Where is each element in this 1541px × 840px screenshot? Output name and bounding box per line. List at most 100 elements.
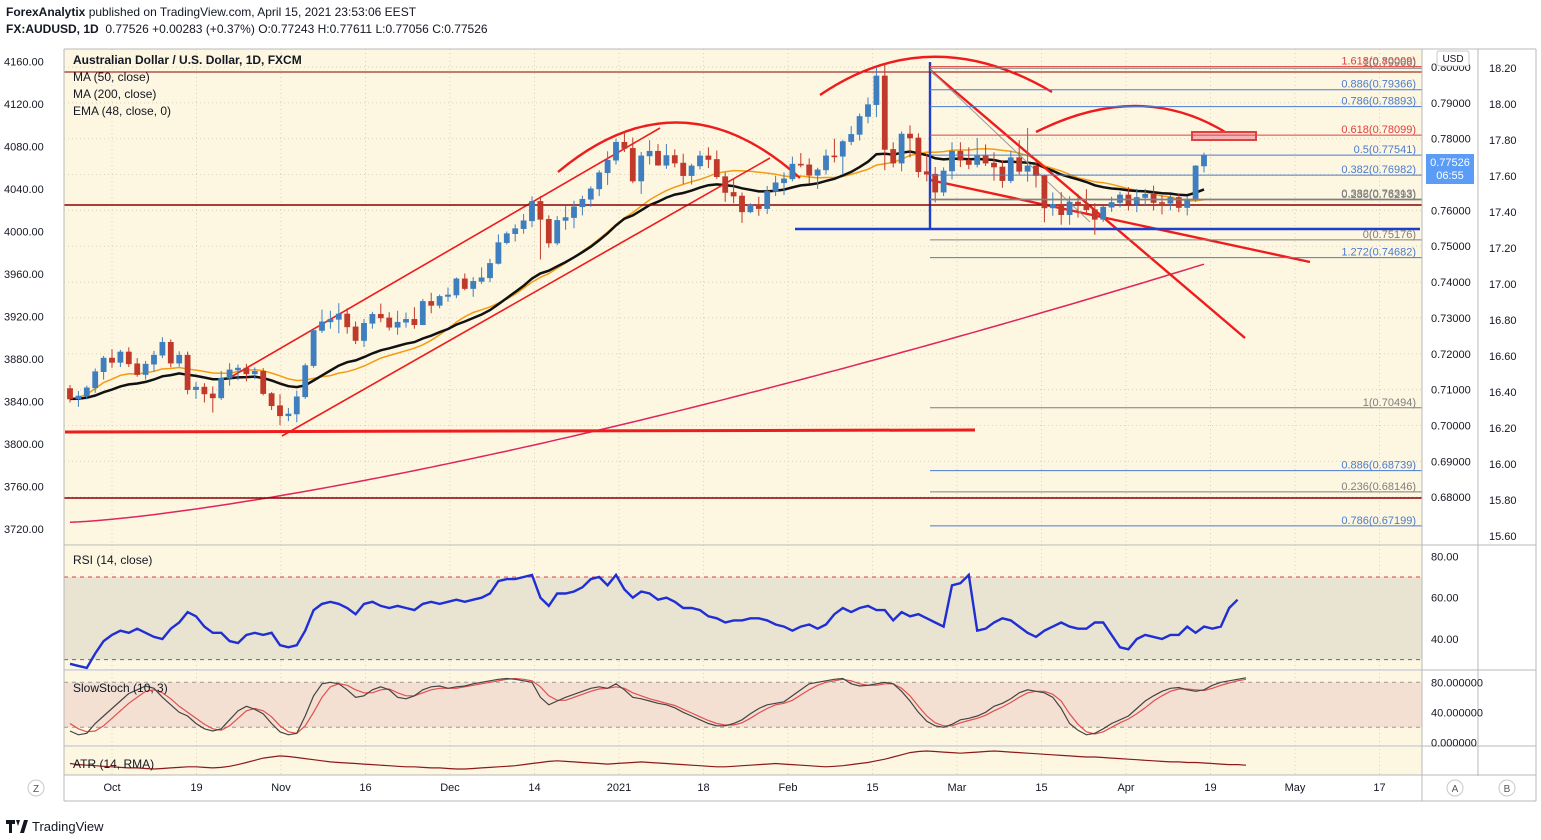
fib-label: 0.886(0.79366) <box>1341 79 1416 91</box>
fib-label: 0(0.75176) <box>1363 229 1416 241</box>
candle-body <box>604 159 611 174</box>
candle-body <box>67 388 73 400</box>
candle-body <box>755 204 762 209</box>
left-tick-label: 3800.00 <box>4 439 44 451</box>
candle-body <box>209 393 216 399</box>
candle-body <box>629 148 636 182</box>
left-tick-label: 3920.00 <box>4 312 44 324</box>
candle-body <box>663 155 670 166</box>
last-price-badge <box>1426 154 1474 184</box>
candle-body <box>1007 157 1014 181</box>
candle-body <box>873 75 880 105</box>
candle-body <box>613 141 619 161</box>
candle-body <box>957 150 964 161</box>
high-value: 0.77611 <box>329 22 373 36</box>
candle-body <box>428 301 435 306</box>
ma200-series <box>69 263 1205 523</box>
rsi-tick-label: 60.00 <box>1431 593 1459 605</box>
candle-body <box>579 198 586 208</box>
outer-tick-label: 17.60 <box>1489 171 1517 183</box>
candle-body <box>1150 193 1157 203</box>
trend-line <box>929 69 1246 339</box>
candle-body <box>848 134 855 142</box>
candle-body <box>335 313 342 320</box>
candle-body <box>747 204 754 213</box>
atr-line <box>69 750 1247 770</box>
candle-body <box>1024 165 1031 172</box>
candle-body <box>999 166 1006 181</box>
open-label: O: <box>258 22 271 36</box>
candle-body <box>268 393 275 407</box>
candle-body <box>1159 202 1165 204</box>
fib-label: 0.886(0.68739) <box>1341 460 1416 472</box>
price-tick-label: 0.72000 <box>1431 349 1471 361</box>
tradingview-brand: TradingView <box>32 819 104 834</box>
left-tick-label: 4120.00 <box>4 99 44 111</box>
x-tick-label: 19 <box>190 782 202 794</box>
ma200-line <box>69 263 1205 523</box>
left-tick-label: 4080.00 <box>4 142 44 154</box>
candle-body <box>890 149 897 164</box>
candle-body <box>495 242 502 264</box>
outer-tick-label: 16.00 <box>1489 459 1517 471</box>
candle-body <box>453 278 460 296</box>
outer-tick-label: 18.20 <box>1489 63 1517 75</box>
close-label: C: <box>432 22 445 36</box>
candle-body <box>1033 165 1039 176</box>
candle-body <box>327 319 334 323</box>
stoch-tick-label: 40.000000 <box>1431 707 1483 719</box>
auto-scale-button[interactable] <box>1446 779 1464 797</box>
candle-body <box>814 169 821 176</box>
candle-body <box>1049 203 1056 209</box>
candle-body <box>1041 175 1048 209</box>
candle-body <box>697 155 703 167</box>
candle-body <box>1083 204 1090 210</box>
tradingview-logo[interactable]: TradingView <box>6 819 104 834</box>
candle-body <box>436 296 443 306</box>
candle-body <box>587 188 594 200</box>
fib-levels: 1.618(0.80009)1(0.79966) 0.886(0.79366) 0.… <box>930 56 1422 527</box>
candle-body <box>772 182 779 192</box>
left-tick-label: 4160.00 <box>4 57 44 69</box>
outer-tick-label: 17.80 <box>1489 135 1517 147</box>
x-tick-label: Mar <box>948 782 967 794</box>
x-tick-label: 2021 <box>607 782 631 794</box>
outer-tick-label: 16.80 <box>1489 315 1517 327</box>
outer-tick-label: 15.80 <box>1489 495 1517 507</box>
trend-line <box>64 428 976 434</box>
candle-body <box>1201 155 1207 167</box>
candle-body <box>75 395 82 400</box>
left-tick-label: 4000.00 <box>4 227 44 239</box>
symbol-interval: , 1D <box>76 22 99 36</box>
scale-b-button[interactable] <box>1498 779 1516 797</box>
indicator-panes <box>64 572 1422 770</box>
candle-body <box>352 326 359 341</box>
candle-body <box>1091 209 1098 220</box>
candle-body <box>377 314 384 319</box>
candle-body <box>478 277 485 282</box>
axes: Oct 19 Nov 16 Dec 14 2021 18 Feb 15 Mar 15 Apr 19 May 1… <box>4 48 1537 802</box>
candle-body <box>764 191 771 209</box>
zoom-button[interactable] <box>27 779 45 797</box>
candle-body <box>1016 157 1023 172</box>
chart-background <box>64 49 1422 775</box>
candle-body <box>461 278 468 289</box>
candle-body <box>193 386 199 390</box>
candle-body <box>638 155 645 182</box>
candle-body <box>226 369 233 379</box>
candle-body <box>302 365 309 398</box>
candle-body <box>503 233 510 243</box>
candle-body <box>310 330 317 366</box>
rsi-line <box>69 572 1239 670</box>
candle-body <box>260 371 267 394</box>
candle-body <box>982 155 989 164</box>
candle-body <box>100 357 107 372</box>
ma50-line <box>69 147 1205 400</box>
candle-body <box>251 371 258 375</box>
x-tick-label: Oct <box>103 782 120 794</box>
left-tick-label: 3720.00 <box>4 524 44 536</box>
candle-body <box>285 413 292 417</box>
outer-tick-label: 15.60 <box>1489 531 1517 543</box>
candle-body <box>1133 197 1140 205</box>
